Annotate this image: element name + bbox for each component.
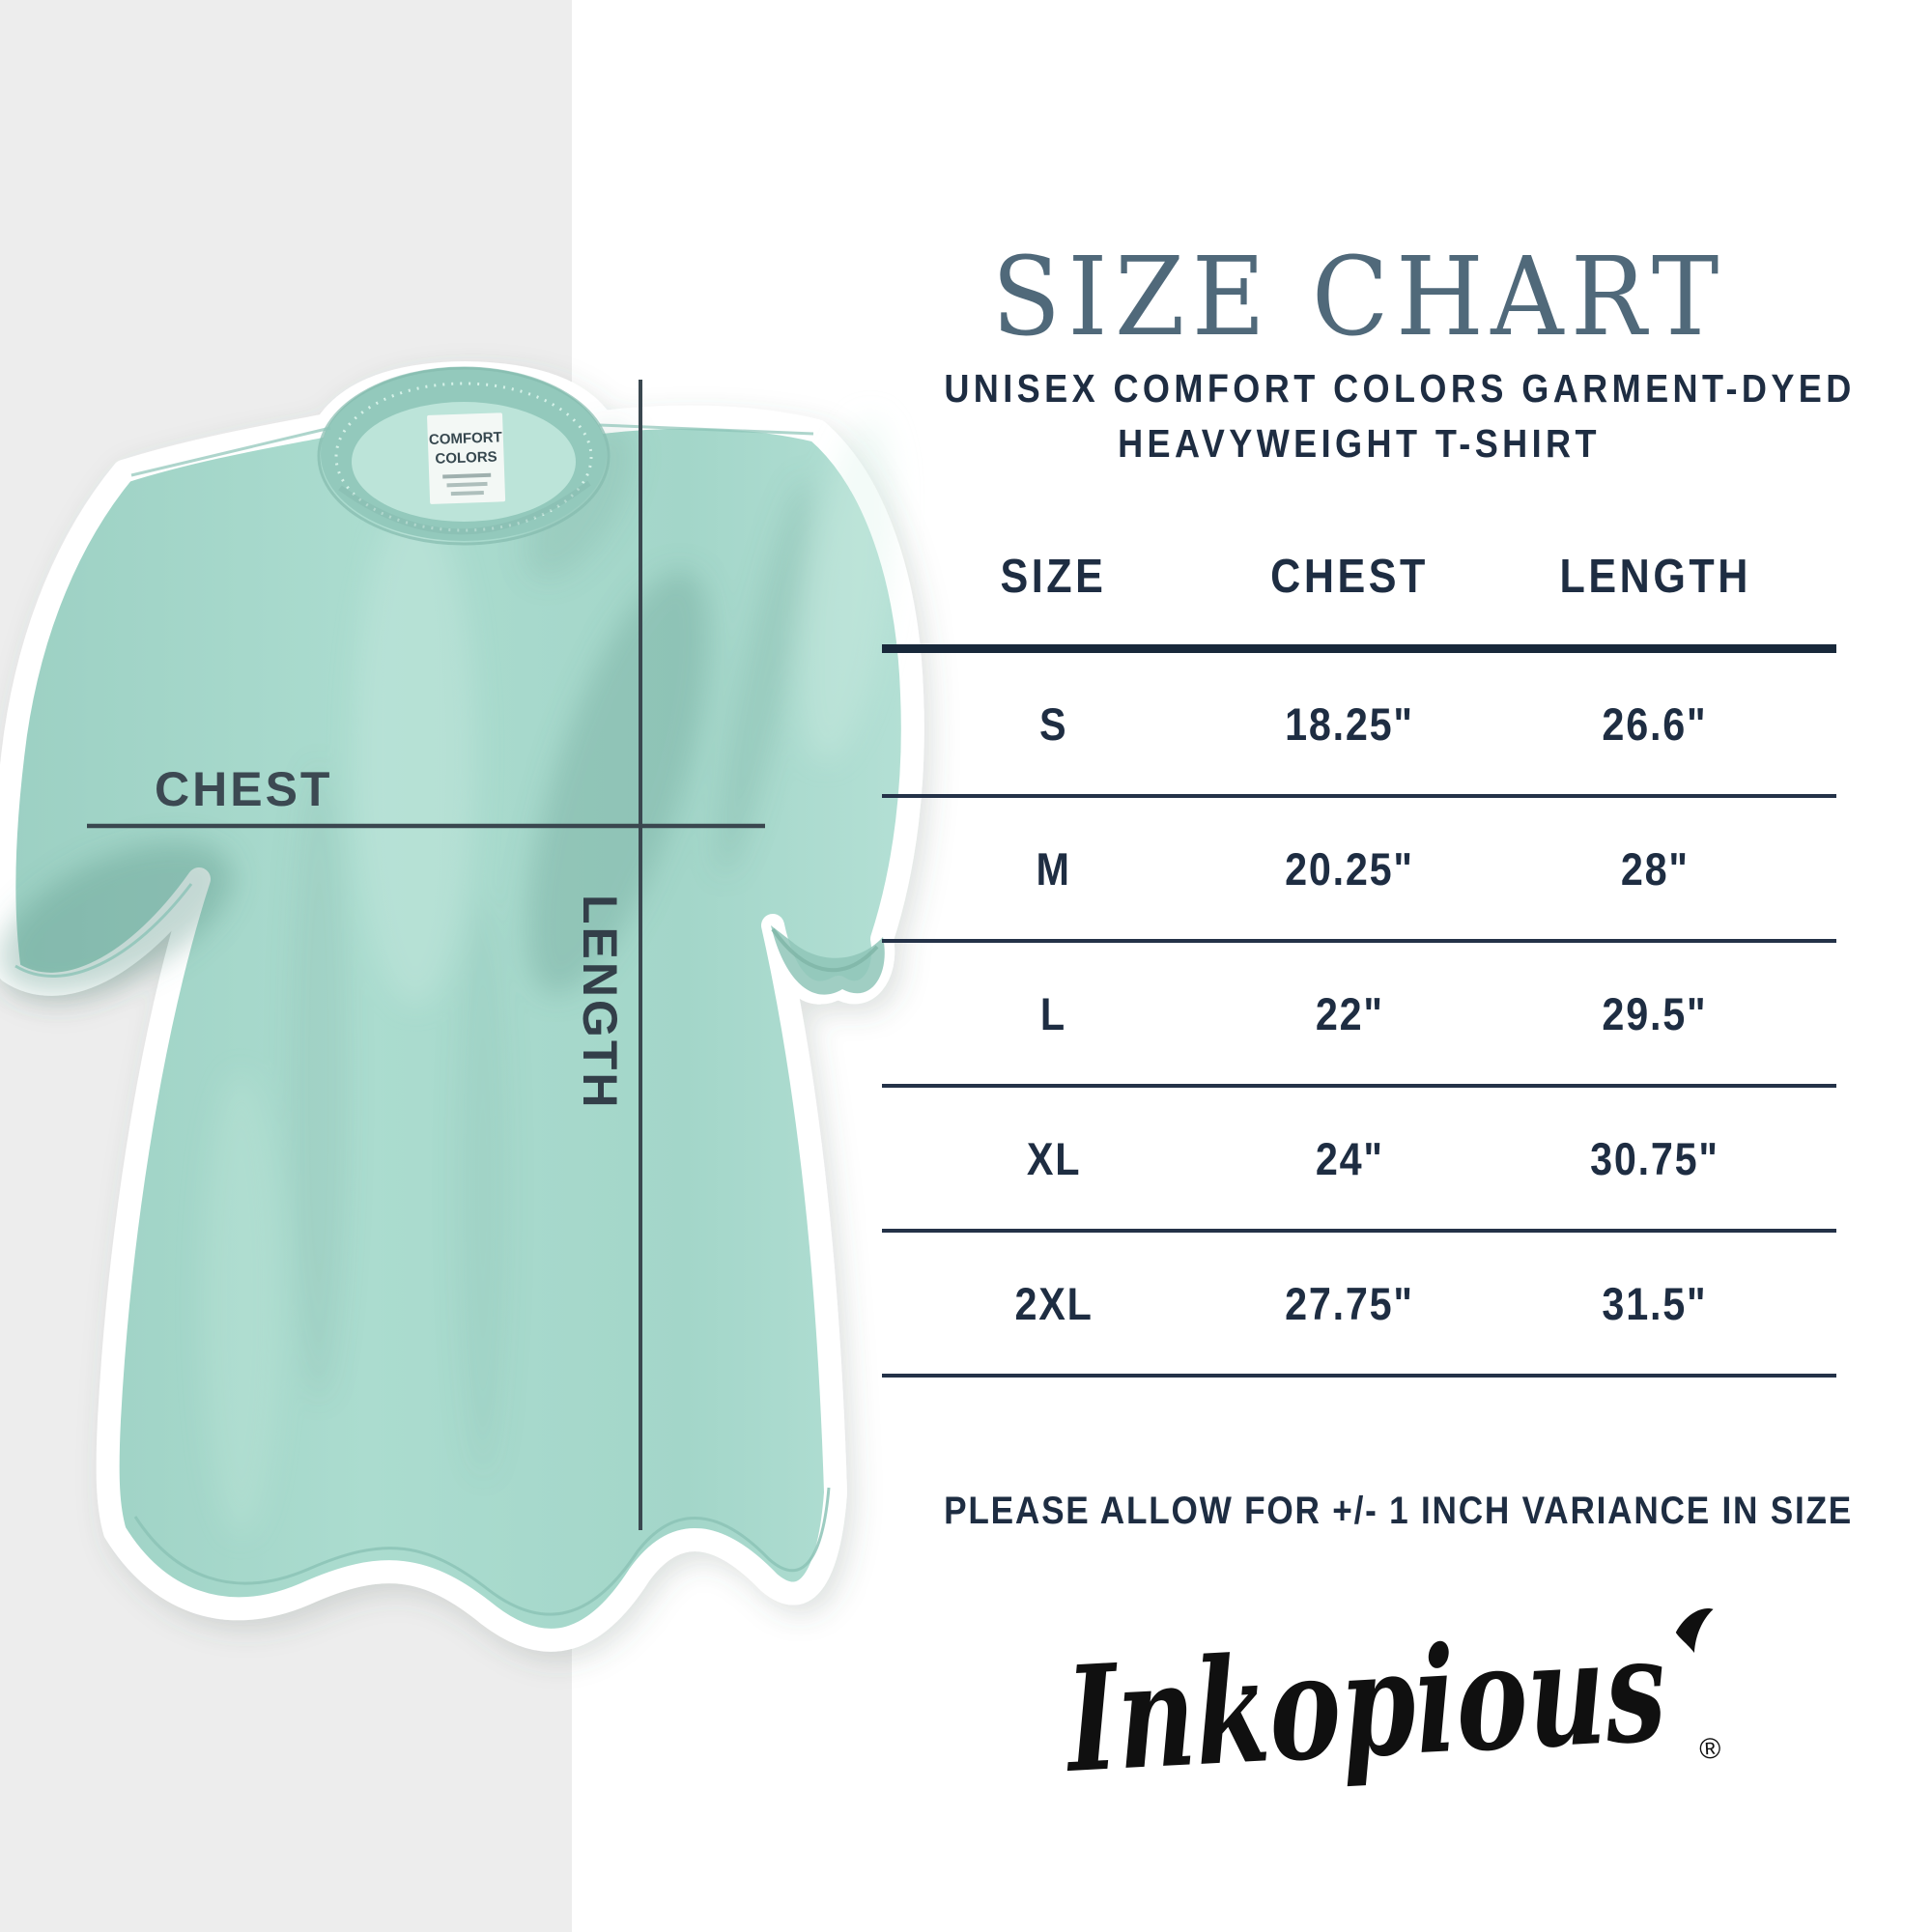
chest-value: 20.25" [1285,842,1414,895]
chest-value: 18.25" [1285,697,1414,750]
length-value: 29.5" [1602,987,1708,1039]
chest-value: 24" [1315,1132,1384,1184]
fabric-shading [0,416,895,1536]
variance-note: PLEASE ALLOW FOR +/- 1 INCH VARIANCE IN … [944,1490,1854,1532]
measurement-annotations [87,380,765,1530]
column-header-size: SIZE [1000,551,1107,603]
chest-value: 27.75" [1285,1277,1414,1329]
brand-logo: Inkopious ® [1038,1592,1724,1824]
size-value: L [1040,987,1067,1039]
table-row-s: S 18.25" 26.6" [882,653,1836,798]
neck-tag: COMFORT COLORS [427,412,506,504]
tshirt: COMFORT COLORS [0,361,924,1652]
subtitle-line-2: HEAVYWEIGHT T-SHIRT [1118,421,1601,466]
size-value: M [1036,842,1071,895]
registered-trademark: ® [1698,1733,1721,1766]
length-value: 28" [1620,842,1690,895]
length-value: 26.6" [1602,697,1708,750]
sleeve-fold [771,925,885,995]
size-table-header-row: SIZE CHEST LENGTH [882,509,1836,653]
size-value: 2XL [1014,1277,1094,1329]
neck-tag-brand-line1: COMFORT [429,429,502,448]
column-header-chest: CHEST [1270,551,1429,603]
chest-measure-label: CHEST [155,762,333,816]
chest-value: 22" [1315,987,1384,1039]
neck-tag-brand-line2: COLORS [435,448,497,467]
length-value: 30.75" [1590,1132,1720,1184]
brand-logo-flourish [1675,1608,1714,1653]
table-row-l: L 22" 29.5" [882,943,1836,1088]
size-value: XL [1026,1132,1082,1184]
table-row-m: M 20.25" 28" [882,798,1836,943]
subtitle-line-1: UNISEX COMFORT COLORS GARMENT-DYED [944,366,1856,411]
brand-logo-text: Inkopious [1060,1605,1669,1805]
length-measure-label: LENGTH [573,895,627,1111]
column-header-length: LENGTH [1559,551,1751,603]
seam-stitching [14,423,831,1616]
table-row-2xl: 2XL 27.75" 31.5" [882,1233,1836,1378]
size-table: SIZE CHEST LENGTH S 18.25" 26.6" M 20.25… [882,509,1836,1378]
length-value: 31.5" [1602,1277,1708,1329]
page-title-text: SIZE CHART [991,235,1727,360]
page-title: SIZE CHART [882,230,1836,365]
size-value: S [1039,697,1068,750]
table-row-xl: XL 24" 30.75" [882,1088,1836,1233]
